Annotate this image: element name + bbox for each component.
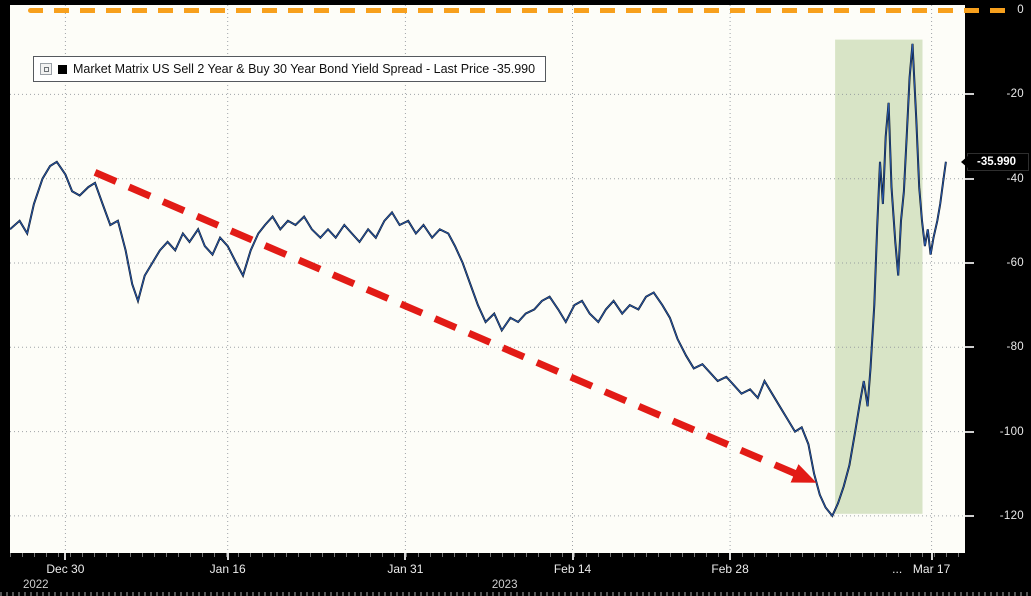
year-label: 2022 — [23, 579, 49, 591]
y-axis-label: -80 — [965, 339, 1031, 355]
y-axis: 0 -20 -40 -60 -80 -100 -120 — [965, 0, 1031, 553]
y-axis-label: -60 — [965, 255, 1031, 271]
x-axis-tickmark — [930, 553, 933, 560]
x-axis-tickmark — [729, 553, 732, 560]
y-axis-label: -40 — [965, 171, 1031, 187]
last-price-value: -35.990 — [977, 155, 1017, 168]
y-axis-label: -20 — [965, 86, 1031, 102]
series-legend-label: Market Matrix US Sell 2 Year & Buy 30 Ye… — [73, 62, 536, 76]
last-price-tag: -35.990 — [967, 152, 1029, 171]
x-axis-tickmark — [404, 553, 407, 560]
series-marker-icon — [58, 64, 67, 74]
zero-reference-line — [28, 8, 1007, 13]
series-line-sheen — [10, 43, 947, 517]
y-axis-tickmark — [965, 262, 974, 264]
x-axis-minor-ticks — [10, 553, 965, 557]
highlight-region — [835, 39, 923, 514]
x-axis-label: Jan 16 — [209, 562, 246, 576]
y-axis-tickmark — [965, 177, 974, 180]
y-axis-label: -120 — [965, 508, 1031, 524]
x-axis-label: Mar 17 — [912, 562, 951, 576]
plot-background — [10, 5, 965, 553]
y-axis-tickmark — [965, 430, 974, 433]
y-axis-label: -100 — [965, 424, 1031, 440]
y-axis-tickmark — [965, 514, 974, 517]
x-axis-label: Jan 31 — [387, 562, 424, 576]
x-axis-label: Feb 28 — [711, 562, 749, 576]
trend-arrow — [93, 169, 817, 483]
chart-canvas[interactable] — [10, 5, 965, 553]
legend[interactable]: Market Matrix US Sell 2 Year & Buy 30 Ye… — [33, 56, 547, 82]
plot-area[interactable] — [10, 5, 965, 553]
x-axis-label: ... — [892, 562, 903, 576]
year-label: 2023 — [491, 579, 518, 591]
grid-lines — [10, 5, 965, 553]
legend-expand-icon[interactable] — [40, 63, 52, 75]
x-axis-tickmark — [226, 553, 229, 560]
x-axis-tickmark — [571, 553, 574, 560]
y-axis-tickmark — [965, 93, 974, 96]
x-axis-label: Dec 30 — [46, 562, 85, 576]
clipped-bottom-text-strip — [0, 592, 1031, 596]
x-axis-label: Feb 14 — [553, 562, 592, 576]
x-axis-tickmark — [64, 553, 67, 560]
y-axis-tickmark — [965, 346, 974, 349]
x-axis: Dec 30 Jan 16 Jan 31 Feb 14 Feb 28... Mar 17 2… — [0, 553, 1031, 596]
